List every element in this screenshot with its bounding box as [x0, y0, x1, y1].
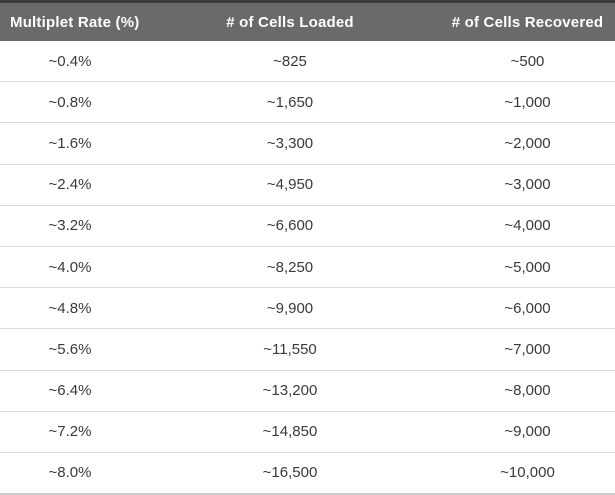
table-row: ~1.6% ~3,300 ~2,000	[0, 122, 615, 165]
table-row: ~7.2% ~14,850 ~9,000	[0, 410, 615, 453]
table-cell: ~0.4%	[0, 41, 140, 82]
table-row: ~4.8% ~9,900 ~6,000	[0, 287, 615, 329]
table-cell: ~5.6%	[0, 328, 140, 370]
table-row: ~6.4% ~13,200 ~8,000	[0, 369, 615, 412]
table-cell: ~1,000	[440, 81, 615, 123]
table-cell: ~500	[440, 41, 615, 82]
column-header-cells-loaded: # of Cells Loaded	[140, 0, 440, 41]
table-cell: ~8,000	[440, 369, 615, 412]
table-cell: ~6,000	[440, 287, 615, 329]
table-header-row: Multiplet Rate (%) # of Cells Loaded # o…	[0, 0, 615, 41]
table-cell: ~1,650	[140, 81, 440, 123]
table-cell: ~5,000	[440, 245, 615, 288]
table-row: ~0.8% ~1,650 ~1,000	[0, 81, 615, 123]
column-header-cells-recovered: # of Cells Recovered	[440, 0, 615, 41]
table-cell: ~825	[140, 41, 440, 82]
table-cell: ~0.8%	[0, 81, 140, 123]
table-cell: ~3,300	[140, 122, 440, 165]
table-cell: ~8,250	[140, 245, 440, 288]
table-cell: ~9,900	[140, 287, 440, 329]
table-row: ~8.0% ~16,500 ~10,000	[0, 451, 615, 493]
table-cell: ~8.0%	[0, 451, 140, 493]
table-cell: ~7,000	[440, 328, 615, 370]
table-cell: ~11,550	[140, 328, 440, 370]
table-row: ~3.2% ~6,600 ~4,000	[0, 204, 615, 247]
table-cell: ~10,000	[440, 451, 615, 493]
table-cell: ~4,950	[140, 163, 440, 206]
table-cell: ~6,600	[140, 204, 440, 247]
table-cell: ~14,850	[140, 410, 440, 453]
table-cell: ~2,000	[440, 122, 615, 165]
table-row: ~5.6% ~11,550 ~7,000	[0, 328, 615, 370]
table-cell: ~16,500	[140, 451, 440, 493]
table-cell: ~1.6%	[0, 122, 140, 165]
table-cell: ~4.8%	[0, 287, 140, 329]
table-row: ~2.4% ~4,950 ~3,000	[0, 163, 615, 206]
table-cell: ~3.2%	[0, 204, 140, 247]
table-row: ~4.0% ~8,250 ~5,000	[0, 245, 615, 288]
table-cell: ~6.4%	[0, 369, 140, 412]
table-cell: ~4,000	[440, 204, 615, 247]
table-cell: ~9,000	[440, 410, 615, 453]
table-body: ~0.4% ~825 ~500 ~0.8% ~1,650 ~1,000 ~1.6% ~3,30…	[0, 41, 615, 493]
table-cell: ~7.2%	[0, 410, 140, 453]
table-cell: ~13,200	[140, 369, 440, 412]
table-cell: ~3,000	[440, 163, 615, 206]
table-cell: ~4.0%	[0, 245, 140, 288]
table-row: ~0.4% ~825 ~500	[0, 41, 615, 82]
table-cell: ~2.4%	[0, 163, 140, 206]
column-header-multiplet-rate: Multiplet Rate (%)	[0, 0, 140, 41]
